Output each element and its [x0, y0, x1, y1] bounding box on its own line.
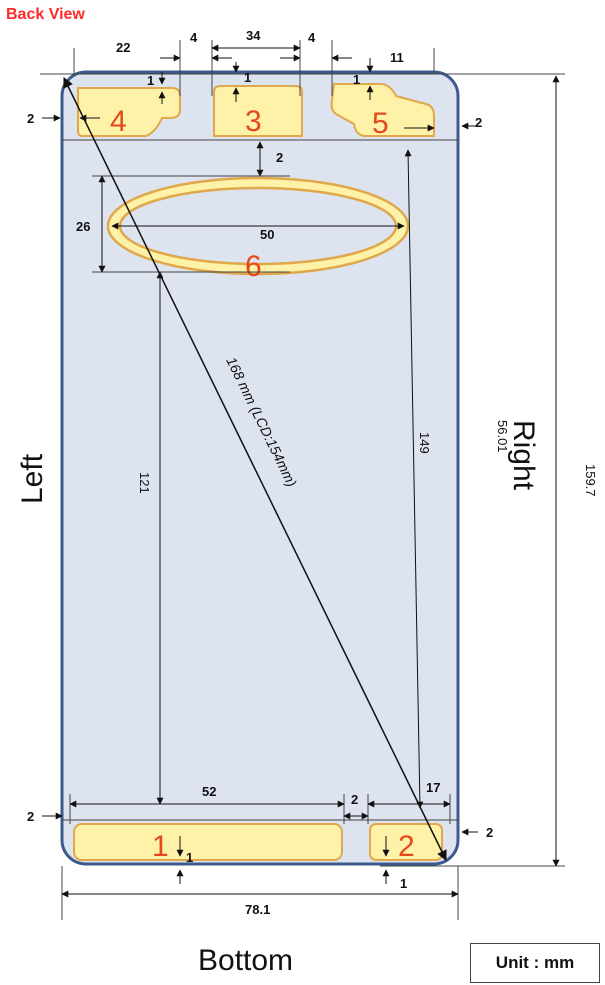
dim-overall-width: 78.1	[245, 902, 270, 917]
diagonal-line	[63, 77, 447, 861]
zone-label-2: 2	[398, 830, 415, 863]
dim-zone6-width: 50	[260, 227, 274, 242]
dim-bottom-zone2-width: 17	[426, 780, 440, 795]
dim-right-vertical: 149	[417, 432, 432, 454]
dim-zone6-gap: 2	[276, 150, 283, 165]
side-label-bottom: Bottom	[198, 944, 293, 977]
dim-bottom-gap: 2	[351, 792, 358, 807]
dim-top-gap-left: 4	[190, 30, 198, 45]
dim-zone1-offset: 1	[186, 850, 193, 865]
side-label-left: Left	[16, 453, 49, 504]
side-label-right: Right	[507, 420, 540, 491]
dim-arrow	[404, 149, 424, 809]
unit-label: Unit : mm	[470, 943, 600, 983]
zone-label-6: 6	[245, 250, 262, 283]
dim-zone5-offset: 1	[353, 72, 360, 87]
dim-zone4-offset: 1	[147, 73, 154, 88]
dim-left-vertical: 121	[137, 472, 152, 494]
zone-1-shape	[73, 823, 343, 861]
zone-label-3: 3	[245, 105, 262, 138]
dim-inner-height: 56.01	[495, 420, 510, 453]
dim-top-zone5-width: 11	[390, 50, 404, 65]
dim-zone6-height: 26	[76, 219, 90, 234]
dim-right-margin-top: 2	[475, 115, 482, 130]
dim-top-zone4-width: 22	[116, 40, 130, 55]
dim-overall-height: 159.7	[583, 464, 598, 497]
dim-zone2-offset: 1	[400, 876, 407, 891]
view-title: Back View	[6, 6, 85, 23]
dim-top-gap-right: 4	[308, 30, 316, 45]
dim-left-margin-bottom: 2	[27, 809, 34, 824]
dim-bottom-zone1-width: 52	[202, 784, 216, 799]
dim-top-zone3-width: 34	[246, 28, 261, 43]
dim-left-margin-top: 2	[27, 111, 34, 126]
dim-right-margin-bottom: 2	[486, 825, 493, 840]
zone-label-1: 1	[152, 830, 169, 863]
dim-zone3-offset: 1	[244, 70, 251, 85]
zone-label-4: 4	[110, 105, 127, 138]
zone-label-5: 5	[372, 107, 389, 140]
